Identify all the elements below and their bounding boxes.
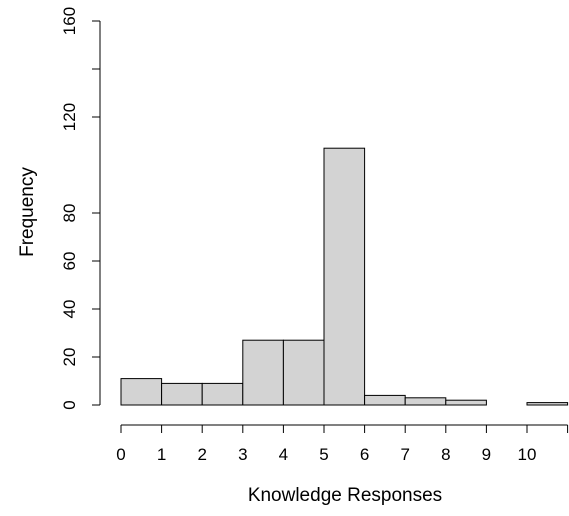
- x-tick-label: 4: [279, 445, 288, 464]
- x-tick-label: 10: [518, 445, 537, 464]
- histogram-bar-5: [324, 148, 365, 405]
- y-tick-label: 20: [60, 348, 79, 367]
- histogram-bar-6: [365, 395, 406, 405]
- x-tick-label: 1: [157, 445, 166, 464]
- histogram-bar-0: [121, 379, 162, 405]
- y-tick-label: 80: [60, 204, 79, 223]
- y-tick-label: 0: [60, 400, 79, 409]
- y-axis-label: Frequency: [17, 167, 38, 257]
- histogram-bar-2: [202, 383, 243, 405]
- x-tick-label: 7: [400, 445, 409, 464]
- x-tick-label: 0: [116, 445, 125, 464]
- x-tick-label: 2: [197, 445, 206, 464]
- y-tick-label: 120: [60, 103, 79, 131]
- histogram-bar-3: [243, 340, 284, 405]
- histogram-bar-4: [283, 340, 324, 405]
- x-tick-label: 8: [441, 445, 450, 464]
- histogram-bar-8: [446, 400, 487, 405]
- x-tick-label: 6: [360, 445, 369, 464]
- histogram-bars: [121, 148, 568, 405]
- y-tick-label: 40: [60, 300, 79, 319]
- y-tick-label: 60: [60, 252, 79, 271]
- x-tick-label: 3: [238, 445, 247, 464]
- histogram-bar-10: [527, 403, 568, 405]
- x-tick-label: 5: [319, 445, 328, 464]
- x-axis-label: Knowledge Responses: [248, 485, 442, 506]
- y-tick-label: 160: [60, 7, 79, 35]
- x-axis: 0 1 2 3 4 5 6 7 8 9 10: [116, 425, 567, 464]
- y-axis: 0 20 40 60 80 120 160: [60, 7, 100, 410]
- histogram-bar-1: [162, 383, 203, 405]
- x-tick-label: 9: [482, 445, 491, 464]
- histogram-bar-7: [405, 398, 446, 405]
